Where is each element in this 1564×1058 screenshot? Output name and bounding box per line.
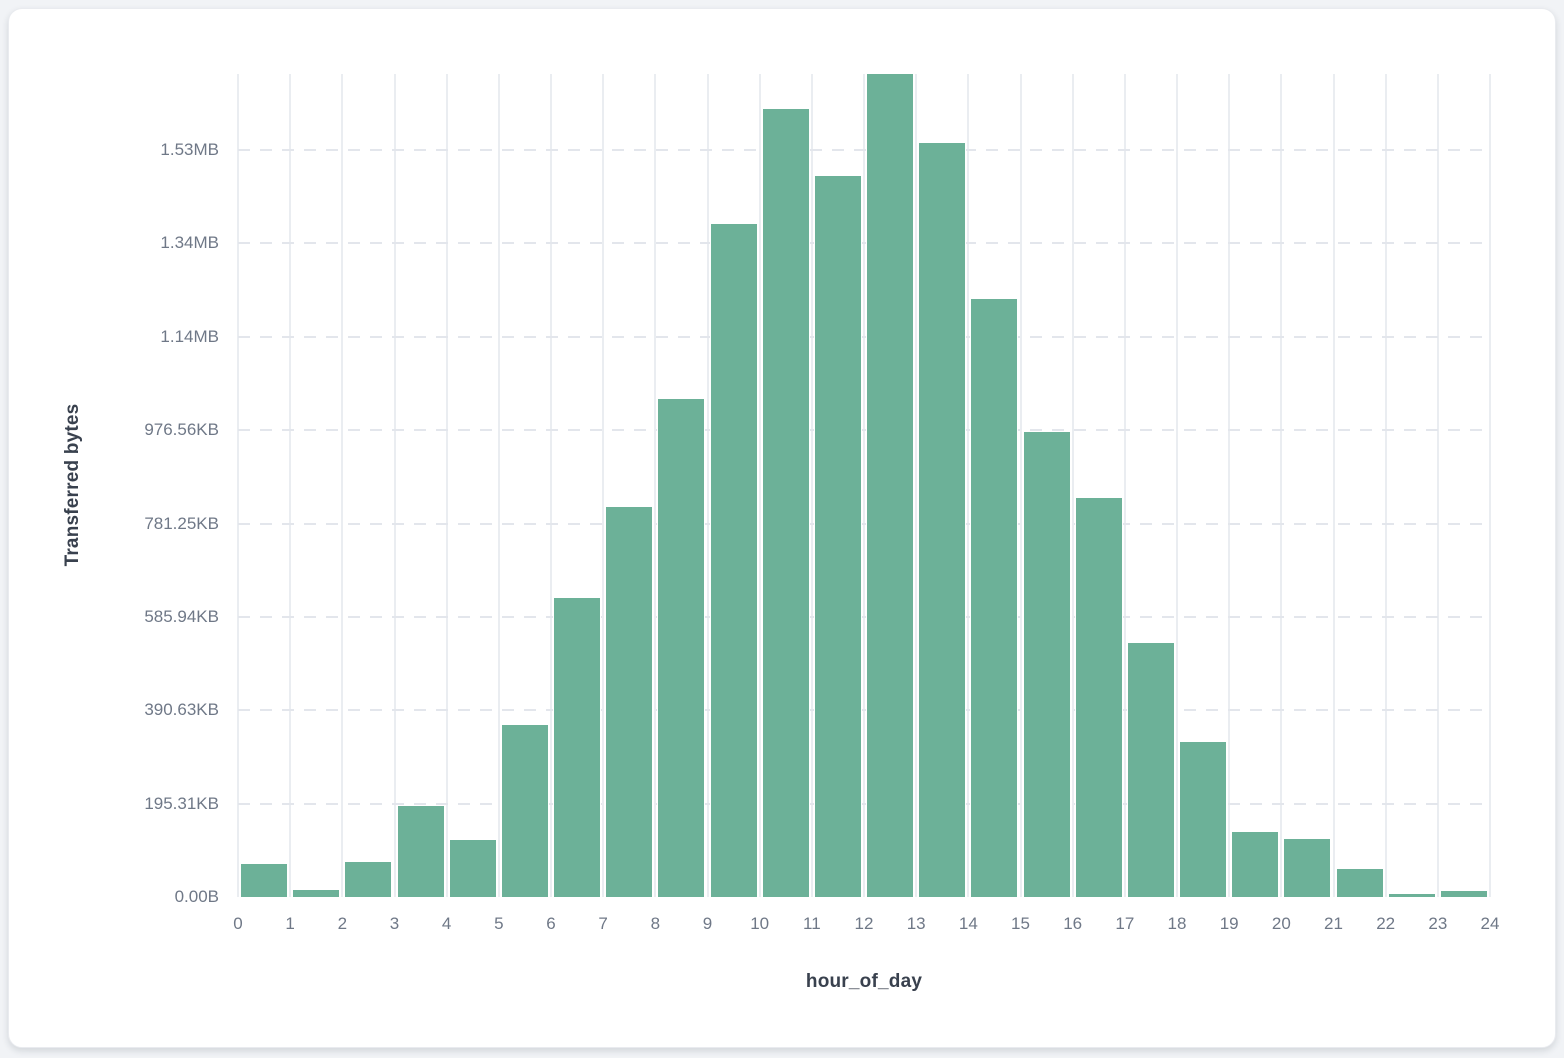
bar-hour-6[interactable] [553, 597, 602, 897]
horizontal-gridline-781.25KB [238, 522, 1490, 525]
vertical-gridline-18 [1176, 74, 1178, 897]
horizontal-gridline-1.14MB [238, 335, 1490, 338]
x-tick-label-10: 10 [750, 914, 770, 933]
bar-hour-1[interactable] [292, 890, 341, 897]
bar-hour-13[interactable] [918, 143, 967, 897]
vertical-gridline-22 [1384, 74, 1387, 897]
y-tick-label-585.94KB: 585.94KB [144, 606, 219, 626]
bar-hour-11[interactable] [813, 176, 862, 897]
x-tick-label-13: 13 [906, 914, 926, 933]
chart-card: Transferred bytes 0.00B 195.31KB 390.63KB 5… [8, 8, 1556, 1048]
horizontal-gridline-976.56KB [238, 429, 1490, 432]
x-tick-label-11: 11 [803, 914, 821, 933]
vertical-gridline-13 [915, 74, 918, 897]
bar-hour-17[interactable] [1126, 642, 1175, 897]
transferred-bytes-histogram: Transferred bytes 0.00B 195.31KB 390.63KB 5… [9, 9, 1555, 1047]
vertical-gridline-16 [1071, 74, 1074, 897]
vertical-gridline-0 [237, 74, 239, 897]
bar-hour-18[interactable] [1179, 741, 1228, 897]
bar-hour-3[interactable] [396, 805, 445, 897]
vertical-gridline-12 [863, 74, 865, 897]
horizontal-gridline-390.63KB [238, 709, 1490, 712]
x-tick-label-18: 18 [1167, 914, 1187, 933]
x-tick-label-4: 4 [441, 914, 452, 933]
x-tick-label-14: 14 [958, 914, 978, 933]
x-tick-label-20: 20 [1271, 914, 1291, 933]
bar-hour-12[interactable] [866, 74, 915, 897]
vertical-gridline-15 [1019, 74, 1022, 897]
x-tick-label-15: 15 [1011, 914, 1030, 933]
bar-hour-20[interactable] [1283, 838, 1332, 897]
x-tick-label-6: 6 [546, 914, 556, 933]
x-tick-label-21: 21 [1324, 914, 1343, 933]
horizontal-gridline-585.94KB [238, 615, 1490, 618]
y-tick-label-0.00B: 0.00B [174, 887, 219, 906]
x-tick-label-5: 5 [494, 914, 504, 933]
vertical-gridline-1 [289, 74, 292, 897]
horizontal-gridline-1.53MB [238, 149, 1490, 152]
bar-hour-16[interactable] [1074, 497, 1123, 897]
y-tick-label-1.53MB: 1.53MB [160, 140, 219, 160]
x-tick-label-2: 2 [337, 914, 348, 933]
plot-area [237, 74, 1491, 897]
bar-hour-21[interactable] [1335, 869, 1384, 897]
y-tick-label-1.34MB: 1.34MB [160, 233, 219, 253]
x-tick-label-24: 24 [1480, 914, 1500, 933]
horizontal-gridline-1.34MB [238, 242, 1490, 245]
y-tick-label-195.31KB: 195.31KB [144, 793, 219, 813]
bar-hour-15[interactable] [1022, 432, 1071, 897]
x-tick-label-12: 12 [854, 914, 874, 933]
vertical-gridline-8 [654, 74, 657, 897]
bar-hour-8[interactable] [657, 398, 706, 897]
vertical-gridline-21 [1332, 74, 1335, 897]
vertical-gridline-23 [1436, 74, 1439, 897]
x-tick-label-22: 22 [1376, 914, 1396, 933]
bar-hour-5[interactable] [500, 724, 549, 897]
x-tick-label-23: 23 [1428, 914, 1448, 933]
x-axis-title: hour_of_day [805, 971, 923, 992]
bar-hour-4[interactable] [448, 839, 497, 897]
vertical-gridline-14 [967, 74, 970, 897]
vertical-gridline-6 [550, 74, 552, 897]
x-tick-label-9: 9 [702, 914, 713, 933]
x-tick-label-7: 7 [598, 914, 608, 933]
x-tick-label-8: 8 [650, 914, 661, 933]
y-tick-label-976.56KB: 976.56KB [144, 420, 219, 440]
vertical-gridline-20 [1280, 74, 1283, 897]
vertical-gridline-17 [1123, 74, 1126, 897]
bar-hour-10[interactable] [761, 109, 810, 897]
vertical-gridline-10 [758, 74, 761, 897]
bar-hour-2[interactable] [344, 861, 393, 897]
vertical-gridline-4 [445, 74, 448, 897]
x-tick-label-19: 19 [1219, 914, 1239, 933]
bar-hour-7[interactable] [605, 506, 654, 897]
vertical-gridline-11 [810, 74, 813, 897]
horizontal-gridline-195.31KB [238, 802, 1490, 805]
vertical-gridline-3 [393, 74, 396, 897]
vertical-gridline-7 [602, 74, 605, 897]
bar-hour-22[interactable] [1387, 894, 1436, 897]
y-tick-label-781.25KB: 781.25KB [144, 513, 219, 533]
x-tick-label-16: 16 [1063, 914, 1083, 933]
vertical-gridline-9 [706, 74, 709, 897]
bar-hour-23[interactable] [1439, 890, 1488, 897]
x-tick-label-17: 17 [1115, 914, 1135, 933]
bar-hour-0[interactable] [240, 864, 289, 897]
x-tick-label-1: 1 [285, 914, 295, 933]
vertical-gridline-2 [341, 74, 344, 897]
bar-hour-14[interactable] [970, 299, 1019, 897]
bar-hour-9[interactable] [709, 223, 758, 897]
bar-hour-19[interactable] [1231, 831, 1280, 897]
x-tick-label-3: 3 [389, 914, 400, 933]
vertical-gridline-5 [497, 74, 500, 897]
x-tick-label-0: 0 [233, 914, 243, 933]
y-tick-label-1.14MB: 1.14MB [160, 326, 219, 346]
vertical-gridline-24 [1489, 74, 1491, 897]
vertical-gridline-19 [1228, 74, 1231, 897]
y-tick-label-390.63KB: 390.63KB [144, 700, 219, 720]
